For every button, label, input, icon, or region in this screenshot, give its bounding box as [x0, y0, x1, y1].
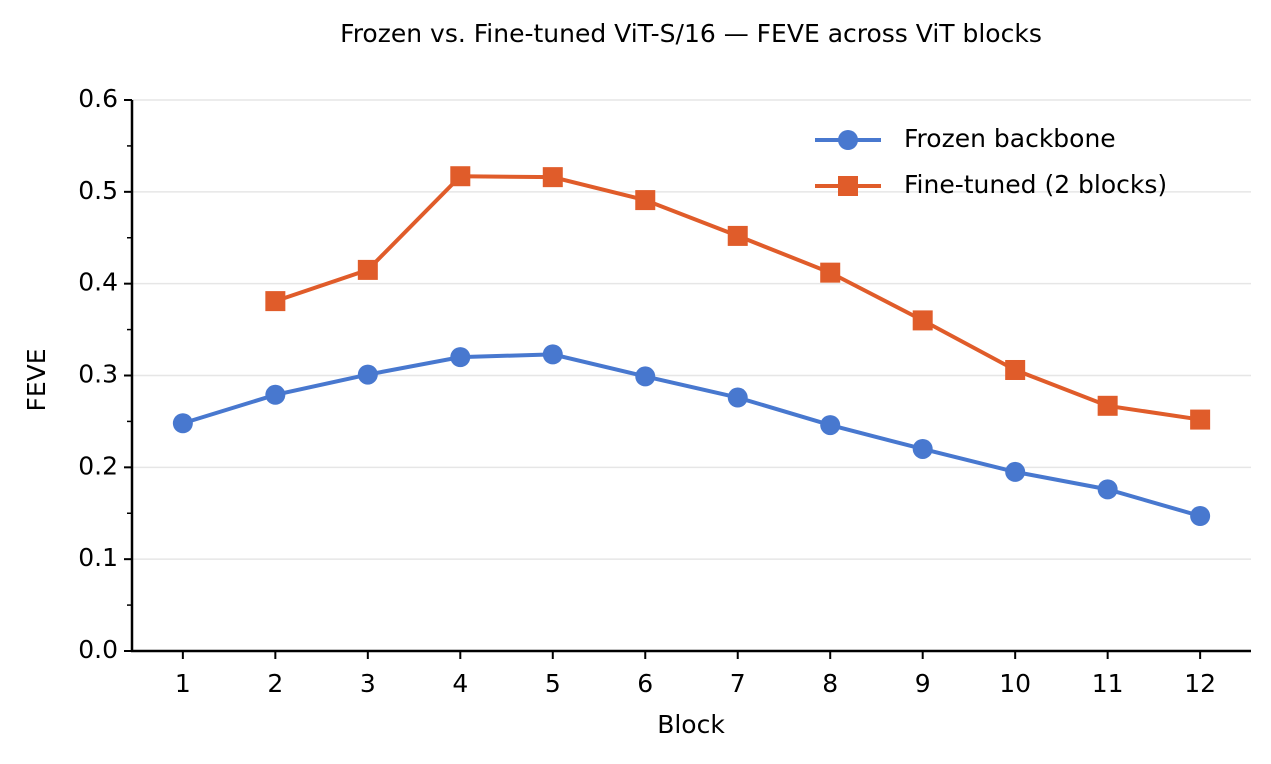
- y-tick-label: 0.0: [78, 635, 118, 664]
- data-point: [450, 166, 471, 187]
- data-point: [542, 167, 563, 188]
- x-tick-label: 4: [452, 669, 468, 698]
- data-point: [1005, 359, 1026, 380]
- x-axis-label: Block: [657, 710, 725, 739]
- data-point: [450, 347, 471, 368]
- y-tick-label: 0.4: [78, 268, 118, 297]
- data-point: [1097, 395, 1118, 416]
- legend-marker: [838, 130, 858, 150]
- y-tick-label: 0.1: [78, 543, 118, 572]
- series-line: [182, 352, 1201, 518]
- data-point: [1005, 461, 1026, 482]
- data-point: [820, 415, 841, 436]
- data-point: [727, 225, 748, 246]
- data-point: [820, 262, 841, 283]
- y-tick-label: 0.2: [78, 451, 118, 480]
- data-point: [912, 438, 933, 459]
- data-point: [265, 384, 286, 405]
- x-tick-label: 12: [1184, 669, 1216, 698]
- x-tick-label: 5: [545, 669, 561, 698]
- data-point: [1190, 506, 1211, 527]
- data-point: [357, 364, 378, 385]
- x-tick-label: 3: [360, 669, 376, 698]
- y-axis-label: FEVE: [22, 348, 51, 411]
- data-point: [1190, 409, 1211, 430]
- series-line: [274, 174, 1201, 422]
- legend-marker: [838, 176, 858, 196]
- y-tick-label: 0.5: [78, 176, 118, 205]
- chart-title: Frozen vs. Fine-tuned ViT-S/16 — FEVE ac…: [340, 19, 1042, 48]
- data-point: [912, 310, 933, 331]
- data-point: [265, 291, 286, 312]
- data-point: [172, 413, 193, 434]
- x-tick-label: 1: [175, 669, 191, 698]
- legend-label: Frozen backbone: [904, 124, 1116, 153]
- x-tick-label: 11: [1092, 669, 1124, 698]
- x-tick-label: 2: [267, 669, 283, 698]
- x-tick-label: 10: [999, 669, 1031, 698]
- data-point: [1097, 479, 1118, 500]
- legend-label: Fine-tuned (2 blocks): [904, 170, 1167, 199]
- y-tick-label: 0.6: [78, 84, 118, 113]
- data-point: [635, 366, 656, 387]
- x-tick-label: 7: [730, 669, 746, 698]
- data-point: [542, 344, 563, 365]
- y-tick-label: 0.3: [78, 360, 118, 389]
- data-point: [727, 387, 748, 408]
- x-tick-label: 9: [915, 669, 931, 698]
- x-tick-label: 6: [637, 669, 653, 698]
- data-point: [635, 190, 656, 211]
- data-point: [357, 259, 378, 280]
- x-tick-label: 8: [822, 669, 838, 698]
